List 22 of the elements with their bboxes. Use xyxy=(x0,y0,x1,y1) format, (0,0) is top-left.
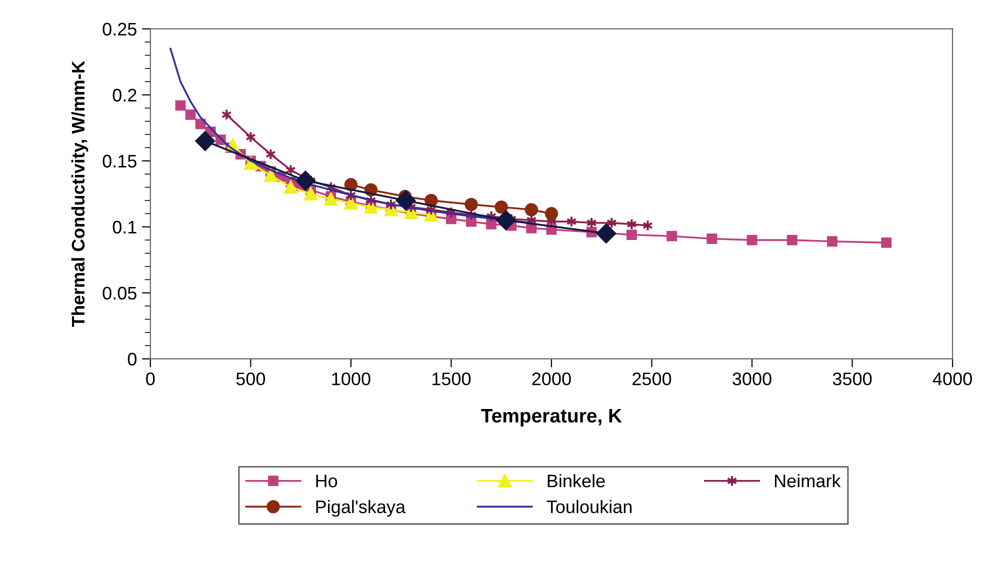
x-axis-title: Temperature, K xyxy=(481,409,622,426)
x-tick-label: 4000 xyxy=(932,372,972,386)
x-tick-label: 0 xyxy=(146,372,155,386)
y-axis-title: Thermal Conductivity, W/mm-K xyxy=(71,60,88,327)
legend-label: Touloukian xyxy=(546,500,632,514)
x-tick-label: 1500 xyxy=(432,372,471,386)
legend-label: Binkele xyxy=(548,474,605,488)
legend-label: Ho xyxy=(316,474,338,488)
y-tick-label: 0 xyxy=(128,352,136,366)
x-tick-label: 3000 xyxy=(732,372,772,386)
x-tick-label: 2500 xyxy=(632,372,672,386)
legend-label: Neimark xyxy=(774,474,841,488)
x-tick-label: 2000 xyxy=(532,372,571,386)
legend-label: Pigal'skaya xyxy=(316,500,406,517)
y-tick-label: 0.05 xyxy=(102,286,136,300)
y-tick-label: 0.2 xyxy=(112,88,136,102)
x-tick-label: 500 xyxy=(236,372,266,386)
x-tick-label: 3500 xyxy=(832,372,872,386)
y-tick-label: 0.25 xyxy=(102,22,136,36)
y-tick-label: 0.15 xyxy=(102,154,136,168)
x-tick-label: 1000 xyxy=(332,372,370,386)
y-tick-label: 0.1 xyxy=(112,220,136,234)
